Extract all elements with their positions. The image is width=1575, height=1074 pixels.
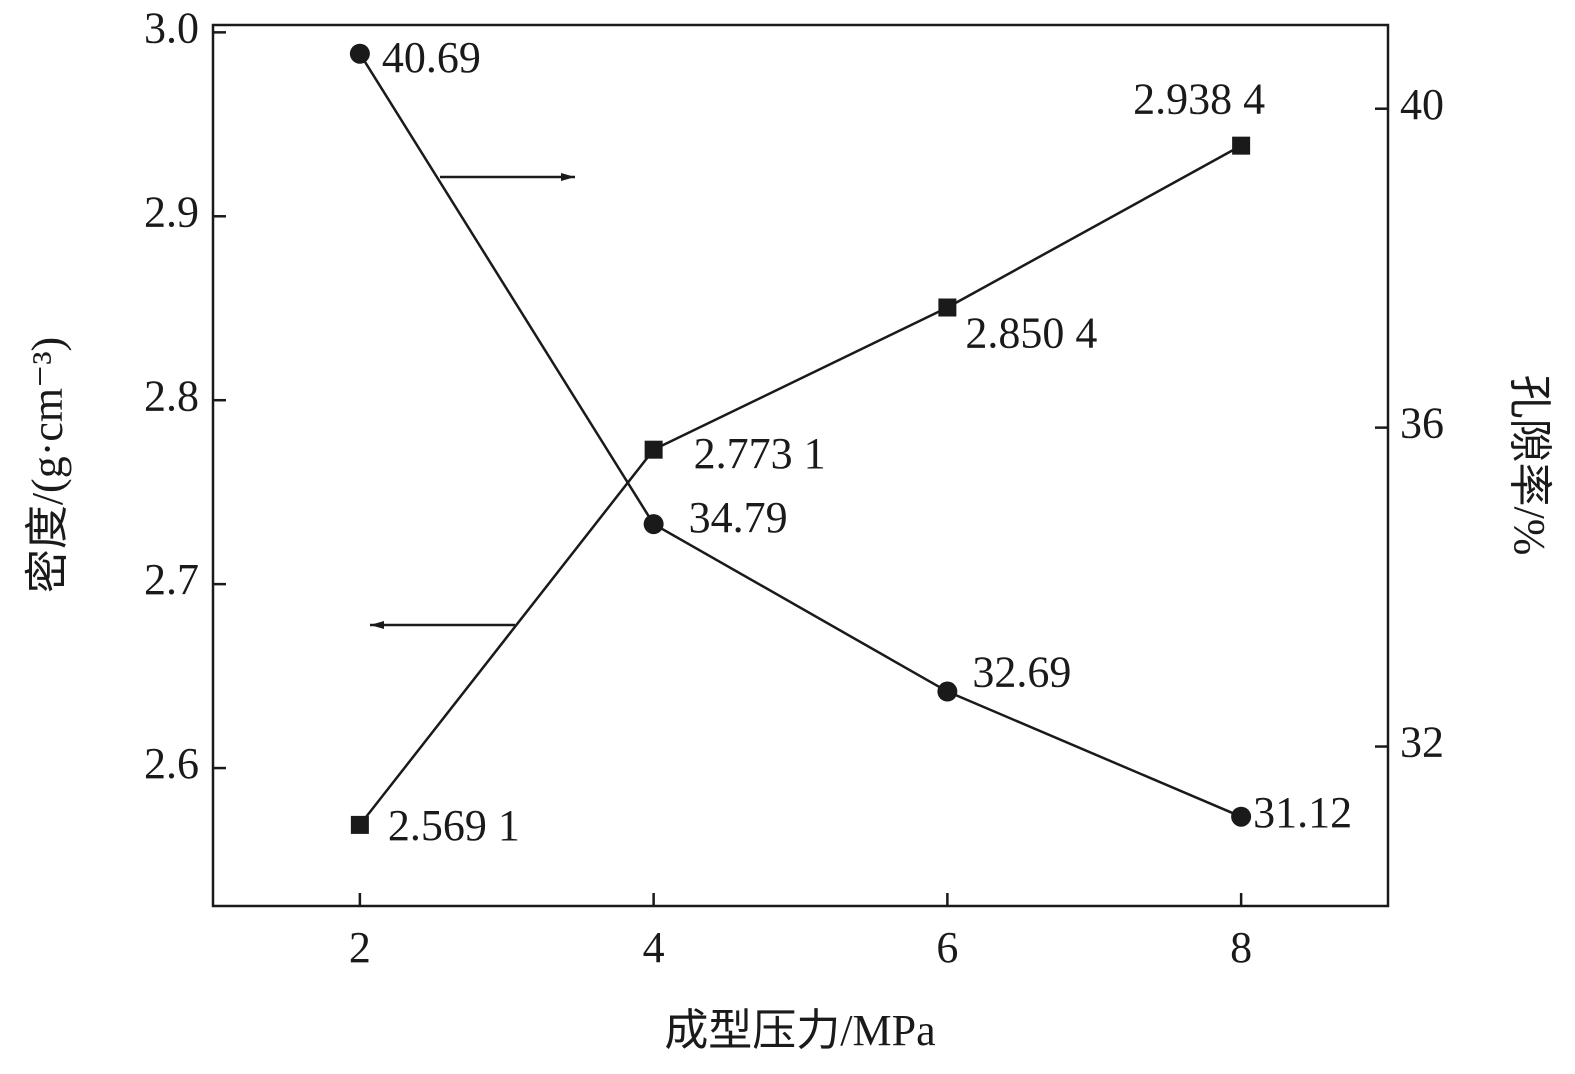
y-tick-label: 2.7 (144, 555, 199, 604)
series-line (358, 144, 1242, 826)
x-tick-label: 6 (936, 923, 958, 972)
y-tick-label: 2.6 (144, 739, 199, 788)
y-axis-label: 密度/(g·cm⁻³) (23, 337, 72, 593)
y2-tick-label: 36 (1400, 399, 1444, 448)
data-label: 40.69 (382, 33, 481, 82)
data-label: 34.79 (689, 493, 788, 542)
data-point (644, 440, 663, 459)
data-point (1231, 806, 1252, 827)
y2-axis-label: 孔隙率/% (1505, 375, 1554, 556)
data-point (1232, 136, 1251, 155)
y-tick-label: 3.0 (144, 3, 199, 52)
y2-tick-label: 40 (1400, 80, 1444, 129)
y-tick-label: 2.8 (144, 371, 199, 420)
plot-frame (211, 23, 1390, 908)
data-point (643, 514, 664, 535)
y-tick-label: 2.9 (144, 187, 199, 236)
series-line (358, 53, 1242, 818)
x-tick-label: 2 (349, 923, 371, 972)
data-point (937, 681, 958, 702)
x-tick-label: 8 (1230, 923, 1252, 972)
data-label: 2.850 4 (965, 309, 1097, 358)
y2-tick-label: 32 (1400, 718, 1444, 767)
data-point (349, 43, 370, 64)
data-label: 2.773 1 (694, 429, 826, 478)
data-label: 2.569 1 (388, 801, 520, 850)
data-label: 32.69 (972, 648, 1071, 697)
data-point (350, 815, 369, 834)
data-point (938, 298, 957, 317)
data-label: 2.938 4 (1133, 75, 1265, 124)
data-label: 31.12 (1253, 788, 1352, 837)
x-tick-label: 4 (643, 923, 665, 972)
x-axis-label: 成型压力/MPa (664, 1006, 935, 1055)
